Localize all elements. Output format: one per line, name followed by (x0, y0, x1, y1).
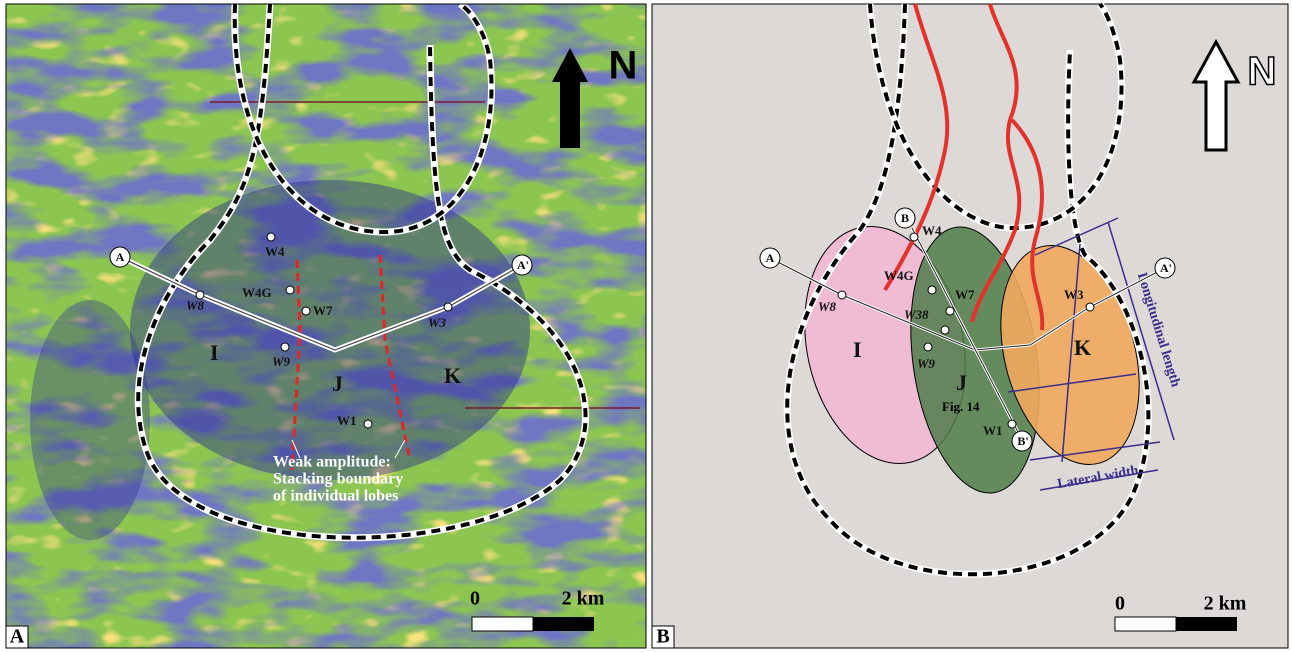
panel-label: A (10, 626, 25, 648)
scale-end: 2 km (1204, 593, 1247, 615)
panel-label: B (656, 626, 669, 648)
scale-bar (1176, 617, 1237, 631)
scale-bar (1115, 617, 1176, 631)
panel-b: Longitudinal length Lateral width A A' B… (652, 4, 1288, 648)
panel-a: A A' W4 W4G W7 W8 W3 W9 W1 I J K Weak am… (6, 4, 646, 648)
lobe-label: J (956, 370, 967, 395)
figure: A A' W4 W4G W7 W8 W3 W9 W1 I J K Weak am… (0, 0, 1292, 652)
scale-start: 0 (1115, 593, 1125, 615)
section-end-label: A' (517, 258, 529, 272)
well-label: W9 (272, 354, 291, 369)
well-label: W7 (313, 303, 333, 318)
well-label: W3 (1064, 287, 1084, 302)
annotation: Weak amplitude: Stacking boundary of ind… (273, 454, 403, 505)
well-label: W1 (983, 423, 1003, 438)
well-label: W4G (242, 285, 272, 300)
scale-bar (472, 617, 533, 631)
well-label: W3 (428, 315, 447, 330)
north-label: N (1248, 50, 1277, 94)
well-label: W4G (884, 268, 914, 283)
well-label: W1 (337, 413, 357, 428)
section-end-label: B' (1017, 434, 1028, 448)
well-label: W8 (186, 298, 205, 313)
well-label: W9 (917, 356, 936, 371)
well-label: W7 (955, 287, 975, 302)
annotation-line: of individual lobes (273, 488, 398, 505)
well-label: W4 (265, 244, 285, 259)
section-end-label: A' (1160, 261, 1172, 275)
lobe-label: I (210, 340, 219, 365)
lobe-label: J (332, 371, 343, 396)
annotation-line: Stacking boundary (273, 471, 403, 488)
weak-zone (130, 180, 530, 480)
well-label: W38 (904, 307, 929, 322)
well-label: W8 (818, 299, 837, 314)
scale-bar (533, 617, 594, 631)
section-start: A (766, 251, 775, 265)
north-label: N (609, 44, 638, 88)
lobe-label: K (1074, 335, 1091, 360)
figure-ref: Fig. 14 (942, 399, 980, 414)
lobe-label: K (444, 363, 461, 388)
lobe-label: I (853, 337, 862, 362)
well-label: W4 (922, 223, 942, 238)
weak-zone (30, 300, 150, 540)
section-start: B (901, 211, 909, 225)
annotation-line: Weak amplitude: (273, 454, 391, 471)
scale-end: 2 km (562, 588, 605, 610)
section-start: A (116, 250, 125, 264)
scale-start: 0 (470, 588, 480, 610)
